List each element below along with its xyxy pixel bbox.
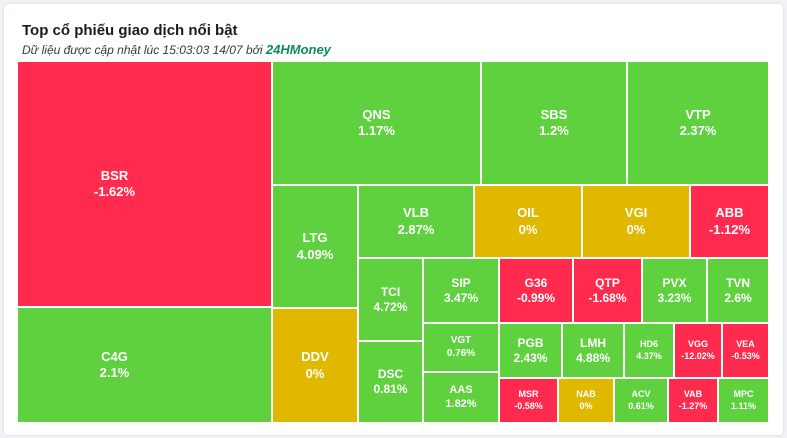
tile-symbol: VLB: [403, 205, 429, 221]
tile-sbs[interactable]: SBS 1.2%: [481, 61, 627, 185]
tile-symbol: VGT: [450, 335, 472, 346]
tile-symbol: G36: [524, 275, 548, 290]
tile-symbol: ABB: [715, 205, 744, 221]
tile-symbol: HD6: [639, 339, 658, 350]
tile-change: -1.27%: [678, 400, 708, 411]
tile-change: 4.88%: [575, 350, 611, 365]
tile-symbol: ACV: [631, 389, 651, 400]
tile-symbol: VTP: [685, 106, 711, 122]
tile-acv[interactable]: ACV 0.61%: [614, 378, 668, 423]
tile-change: 4.09%: [296, 246, 334, 262]
tile-change: -1.62%: [93, 184, 136, 199]
tile-mpc[interactable]: MPC 1.11%: [718, 378, 769, 423]
tile-change: 2.43%: [513, 350, 548, 365]
tile-ltg[interactable]: LTG 4.09%: [272, 185, 358, 308]
tile-vab[interactable]: VAB -1.27%: [668, 378, 718, 423]
tile-symbol: QNS: [362, 106, 391, 122]
tile-change: 4.37%: [636, 350, 662, 361]
tile-symbol: VEA: [736, 339, 755, 350]
tile-vtp[interactable]: VTP 2.37%: [627, 61, 769, 185]
tile-change: 1.11%: [730, 400, 757, 411]
tile-symbol: MSR: [518, 389, 539, 400]
tile-symbol: TCI: [380, 284, 401, 299]
tile-change: 0%: [579, 400, 593, 411]
tile-change: 0.76%: [446, 347, 476, 359]
tile-symbol: DSC: [377, 367, 404, 381]
tile-qtp[interactable]: QTP -1.68%: [573, 258, 642, 323]
tile-change: 0%: [305, 365, 325, 381]
tile-symbol: BSR: [100, 167, 129, 183]
tile-symbol: NAB: [576, 389, 596, 400]
tile-symbol: AAS: [449, 383, 473, 396]
chart-subtitle: Dữ liệu được cập nhật lúc 15:03:03 14/07…: [22, 42, 331, 57]
tile-vgt[interactable]: VGT 0.76%: [423, 323, 499, 372]
tile-change: -0.99%: [516, 290, 556, 305]
tile-oil[interactable]: OIL 0%: [474, 185, 582, 258]
tile-vgi[interactable]: VGI 0%: [582, 185, 690, 258]
tile-symbol: QTP: [595, 275, 620, 290]
tile-change: 0%: [518, 221, 538, 237]
tile-vgg[interactable]: VGG -12.02%: [674, 323, 722, 378]
tile-vlb[interactable]: VLB 2.87%: [358, 185, 474, 258]
tile-symbol: VGG: [687, 339, 708, 350]
chart-title: Top cổ phiếu giao dịch nổi bật: [22, 22, 238, 39]
tile-symbol: PVX: [662, 275, 687, 290]
tile-change: -1.68%: [588, 290, 627, 305]
tile-c4g[interactable]: C4G 2.1%: [17, 307, 272, 423]
tile-symbol: C4G: [101, 348, 128, 364]
tile-symbol: MPC: [733, 389, 754, 400]
tile-change: -0.58%: [514, 400, 543, 411]
tile-lmh[interactable]: LMH 4.88%: [562, 323, 624, 378]
tile-bsr[interactable]: BSR -1.62%: [17, 61, 272, 307]
tile-pgb[interactable]: PGB 2.43%: [499, 323, 562, 378]
tile-change: 0%: [626, 221, 646, 237]
tile-tci[interactable]: TCI 4.72%: [358, 258, 423, 341]
tile-change: -12.02%: [681, 350, 715, 361]
tile-dsc[interactable]: DSC 0.81%: [358, 341, 423, 423]
tile-change: 2.87%: [397, 221, 435, 237]
tile-nab[interactable]: NAB 0%: [558, 378, 614, 423]
tile-change: 1.82%: [445, 397, 477, 410]
tile-abb[interactable]: ABB -1.12%: [690, 185, 769, 258]
tile-sip[interactable]: SIP 3.47%: [423, 258, 499, 323]
tile-symbol: VAB: [683, 389, 703, 400]
treemap: BSR -1.62% C4G 2.1% QNS 1.17% SBS 1.2% VTP 2.37% L…: [17, 61, 769, 423]
tile-change: 2.6%: [724, 290, 752, 305]
tile-symbol: VGI: [624, 205, 648, 221]
tile-symbol: TVN: [726, 275, 750, 290]
update-info: Dữ liệu được cập nhật lúc 15:03:03 14/07…: [22, 43, 263, 57]
tile-change: 1.17%: [358, 123, 395, 138]
tile-vea[interactable]: VEA -0.53%: [722, 323, 769, 378]
tile-aas[interactable]: AAS 1.82%: [423, 372, 499, 423]
tile-symbol: DDV: [301, 349, 329, 365]
tile-qns[interactable]: QNS 1.17%: [272, 61, 481, 185]
tile-pvx[interactable]: PVX 3.23%: [642, 258, 707, 323]
tile-symbol: SIP: [451, 275, 471, 290]
tile-change: -1.12%: [708, 221, 751, 237]
tile-change: 3.47%: [443, 290, 479, 305]
tile-change: -0.53%: [731, 350, 760, 361]
tile-msr[interactable]: MSR -0.58%: [499, 378, 558, 423]
tile-symbol: LTG: [302, 230, 328, 246]
tile-change: 1.2%: [539, 123, 569, 138]
tile-ddv[interactable]: DDV 0%: [272, 308, 358, 423]
tile-symbol: SBS: [540, 106, 568, 122]
tile-change: 3.23%: [657, 290, 692, 305]
tile-change: 0.61%: [628, 400, 654, 411]
tile-hd6[interactable]: HD6 4.37%: [624, 323, 674, 378]
tile-change: 0.81%: [373, 382, 408, 396]
tile-change: 2.1%: [99, 365, 130, 380]
tile-symbol: LMH: [580, 335, 606, 350]
tile-tvn[interactable]: TVN 2.6%: [707, 258, 769, 323]
brand-link[interactable]: 24HMoney: [265, 42, 331, 57]
tile-g36[interactable]: G36 -0.99%: [499, 258, 573, 323]
tile-change: 4.72%: [373, 299, 408, 314]
tile-symbol: OIL: [517, 205, 539, 221]
tile-symbol: PGB: [517, 335, 544, 350]
tile-change: 2.37%: [679, 123, 717, 138]
